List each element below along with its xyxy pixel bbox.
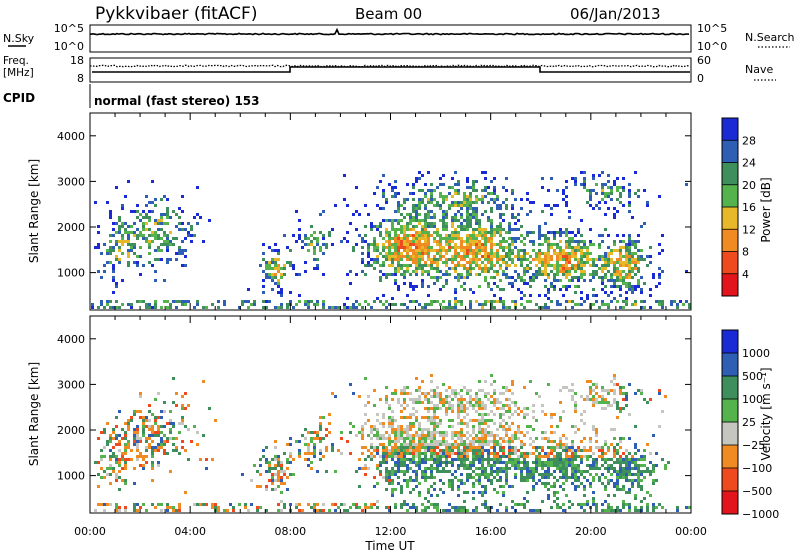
velocity-colorbar-tick: 500 [742,370,763,383]
x-tick-label: 08:00 [274,525,306,538]
power-colorbar-swatch [722,140,738,163]
power-colorbar-swatch [722,273,738,297]
power-scatter-cells [91,171,691,309]
velocity-colorbar-tick: 25 [742,416,756,429]
power-colorbar-tick: 8 [742,246,749,259]
velocity-ytick-label: 2000 [57,424,85,437]
radar-title: Pykkvibaer (fitACF) [95,4,257,24]
x-tick-label: 12:00 [375,525,407,538]
power-ylabel: Slant Range [km] [27,159,41,263]
power-ytick-label: 2000 [57,221,85,234]
noise-sky-label: N.Sky [3,32,35,45]
power-ytick-label: 1000 [57,267,85,280]
cpid-panel: CPID normal (fast stereo) 153 [3,84,260,108]
nave-label: Nave [745,63,773,76]
power-colorbar-swatch [722,251,738,275]
power-colorbar-tick: 28 [742,134,756,147]
cpid-label: CPID [3,91,35,105]
power-colorbar-tick: 12 [742,223,756,236]
power-ytick-label: 4000 [57,130,85,143]
power-colorbar-tick: 20 [742,179,756,192]
power-colorbar-swatch [722,162,738,186]
nave-tick-top: 60 [697,54,711,67]
power-colorbar-tick: 16 [742,201,756,214]
velocity-scatter-cells [94,374,691,512]
velocity-colorbar-tick: −25 [742,439,765,452]
velocity-colorbar-tick: −500 [742,485,772,498]
power-colorbar-swatch [722,184,738,208]
power-panel: 4000 3000 2000 1000 Slant Range [km] 28 24 20… [27,112,773,311]
power-colorbar-label: Power [dB] [759,177,773,242]
velocity-ytick-label: 3000 [57,378,85,391]
x-tick-label: 04:00 [174,525,206,538]
velocity-colorbar-swatch [722,468,738,492]
velocity-colorbar-swatch [722,399,738,423]
velocity-colorbar-label: Velocity [m s⁻¹] [759,367,773,460]
power-colorbar-tick: 4 [742,268,749,281]
velocity-colorbar-swatch [722,376,738,400]
noise-left-tick-top: 10^5 [54,22,84,35]
velocity-colorbar-tick: 100 [742,393,763,406]
velocity-colorbar-swatch [722,422,738,446]
velocity-colorbar-swatch [722,353,738,377]
freq-label: Freq. [3,55,29,67]
velocity-colorbar-tick: 1000 [742,347,770,360]
noise-right-tick-top: 10^5 [697,22,727,35]
noise-search-label: N.Search [745,31,795,44]
power-colorbar [721,117,739,297]
x-tick-label: 00:00 [675,525,707,538]
velocity-colorbar-swatch [722,491,738,515]
freq-panel: Freq. [MHz] 18 8 60 0 Nave [3,54,776,85]
noise-left-tick-bottom: 10^0 [54,40,84,53]
cpid-mode: normal (fast stereo) 153 [94,94,260,108]
x-tick-label: 00:00 [74,525,106,538]
velocity-ytick-label: 4000 [57,333,85,346]
freq-tick-top: 18 [70,54,84,67]
power-colorbar-swatch [722,229,738,252]
freq-tick-bottom: 8 [77,72,84,85]
power-colorbar-swatch [722,207,738,230]
beam-label: Beam 00 [355,5,422,23]
velocity-ytick-label: 1000 [57,470,85,483]
date-label: 06/Jan/2013 [570,5,661,23]
nave-tick-bottom: 0 [697,72,704,85]
freq-unit-label: [MHz] [3,67,34,79]
x-axis-label: Time UT [364,539,415,553]
x-tick-label: 20:00 [575,525,607,538]
velocity-colorbar-swatch [722,330,738,354]
velocity-colorbar-tick: −100 [742,462,772,475]
velocity-ylabel: Slant Range [km] [27,362,41,466]
noise-right-tick-bottom: 10^0 [697,40,727,53]
x-tick-label: 16:00 [475,525,507,538]
power-colorbar-tick: 24 [742,157,756,170]
power-colorbar-swatch [722,118,738,141]
power-ytick-label: 3000 [57,175,85,188]
velocity-colorbar-tick: −1000 [742,508,779,521]
velocity-colorbar-swatch [722,445,738,469]
velocity-colorbar [721,329,739,515]
velocity-panel: 4000 3000 2000 1000 Slant Range [km] 1000 50… [27,315,779,521]
noise-panel: N.Sky 10^5 10^0 10^5 10^0 N.Search [3,22,795,53]
